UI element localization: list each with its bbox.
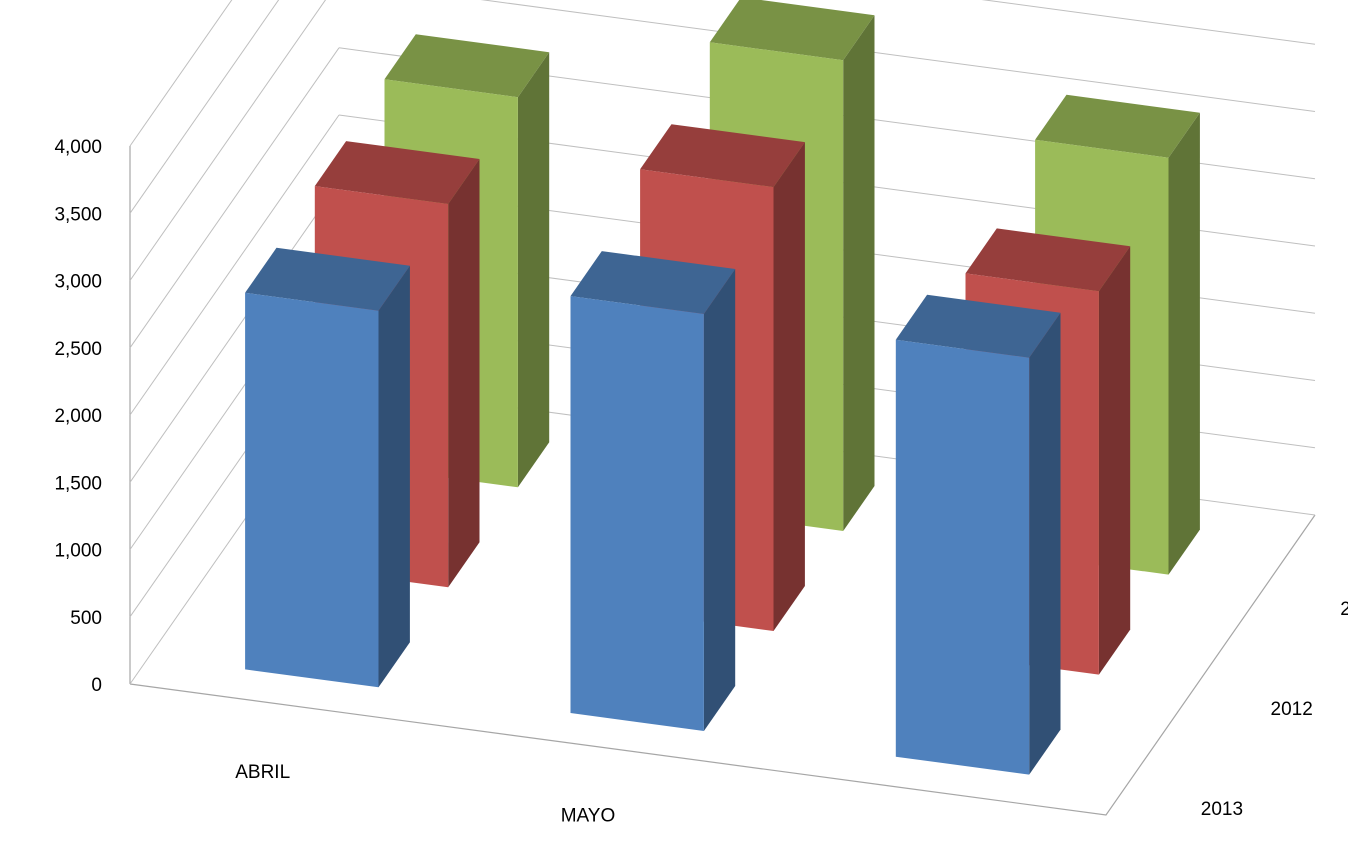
bar-2013-abril [245,247,410,688]
gridline-left [129,0,280,214]
bar-side [1168,112,1200,575]
depth-label: 2011 [1340,599,1348,620]
bar-side [378,265,410,688]
chart-labels: 0 500 1,000 1,500 2,000 2,500 3,000 3,500 4,000 A… [54,137,1348,827]
y-tick-label: 1,500 [54,473,102,494]
bar-top [570,251,736,314]
bar-side [448,159,480,588]
bar-front [895,339,1030,775]
bar-2013-junio [895,294,1061,775]
bar-top [895,294,1061,358]
y-tick-label: 1,000 [54,541,102,562]
bar-top [965,228,1131,292]
chart-bars [245,0,1200,775]
bar-top [245,247,410,311]
gridline-back [981,0,1316,45]
y-tick-label: 2,000 [54,406,102,427]
bar-front [245,292,379,688]
y-tick-label: 500 [70,608,102,629]
bar-top [640,124,805,188]
floor-edge [129,514,1316,816]
bar-side [703,269,736,731]
bar-2013-mayo [570,251,736,731]
depth-label: 2012 [1271,699,1313,720]
bar-top [709,0,875,61]
gridline-left [129,0,327,281]
gridline-left [129,182,340,483]
bar-side [517,52,550,488]
bar-side [1029,312,1061,775]
gridline-left [129,47,340,349]
gridline-left [129,114,340,416]
bar-side [773,142,805,631]
bar-top [314,141,480,204]
y-tick-label: 3,000 [54,272,102,293]
x-category-label: ABRIL [235,762,290,783]
bar-side [1098,246,1131,675]
y-tick-label: 3,500 [54,204,102,225]
bar-top [384,34,550,98]
depth-label: 2013 [1201,799,1243,820]
y-tick-label: 4,000 [54,137,102,158]
y-tick-label: 0 [91,675,102,696]
gridline-left [129,0,233,147]
bar-top [1035,94,1200,158]
y-tick-label: 2,500 [54,339,102,360]
x-category-label: MAYO [561,806,616,827]
bar-side [843,15,875,531]
bar-front [570,296,704,731]
